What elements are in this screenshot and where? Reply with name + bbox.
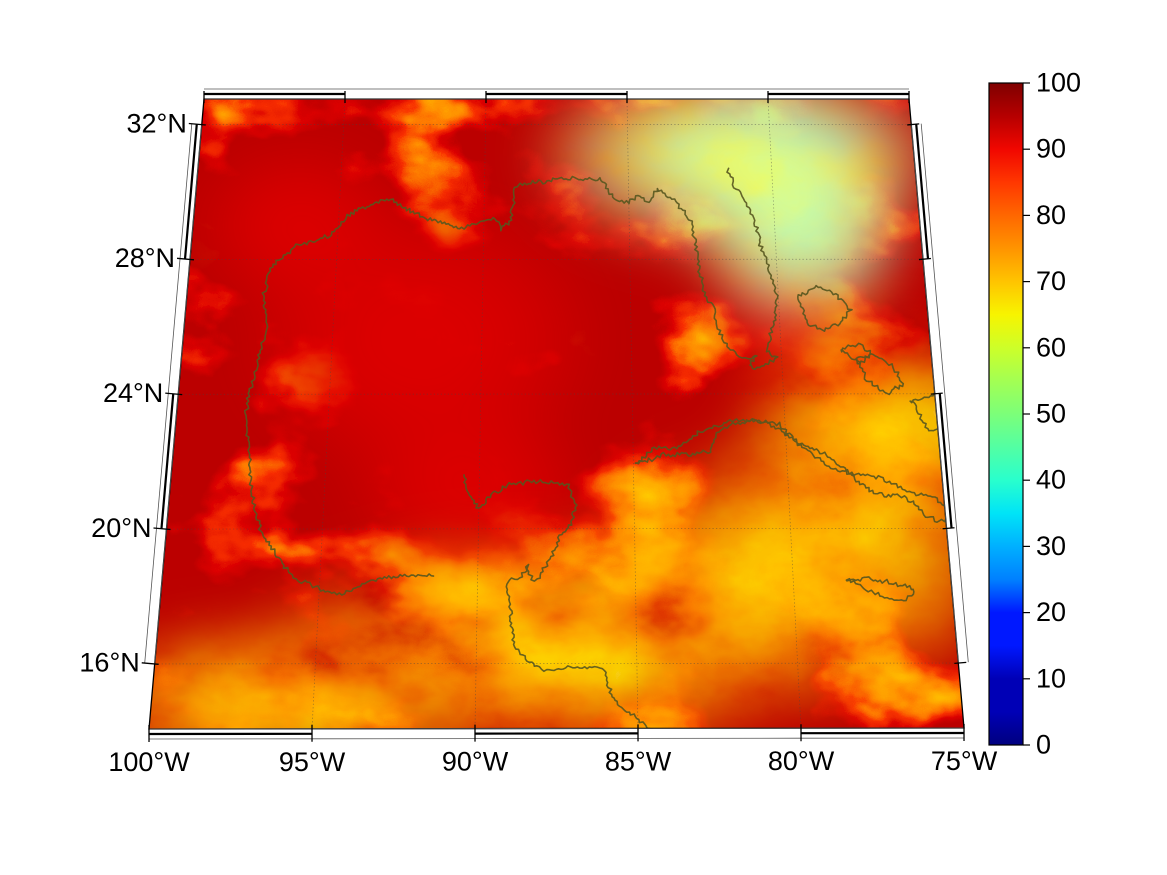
svg-text:100: 100 (1036, 68, 1081, 98)
svg-text:95°W: 95°W (279, 747, 346, 777)
svg-text:40: 40 (1036, 465, 1066, 495)
svg-text:90: 90 (1036, 134, 1066, 164)
svg-text:70: 70 (1036, 266, 1066, 296)
svg-text:24°N: 24°N (103, 378, 163, 408)
svg-text:90°W: 90°W (442, 747, 509, 777)
svg-text:16°N: 16°N (79, 648, 139, 678)
svg-text:30: 30 (1036, 531, 1066, 561)
svg-text:20°N: 20°N (91, 513, 151, 543)
svg-text:85°W: 85°W (605, 746, 672, 776)
svg-text:80: 80 (1036, 200, 1066, 230)
svg-text:28°N: 28°N (115, 243, 175, 273)
svg-text:0: 0 (1036, 730, 1051, 760)
svg-text:50: 50 (1036, 399, 1066, 429)
svg-text:60: 60 (1036, 332, 1066, 362)
svg-text:75°W: 75°W (931, 746, 998, 776)
svg-text:10: 10 (1036, 663, 1066, 693)
svg-text:20: 20 (1036, 597, 1066, 627)
svg-text:32°N: 32°N (126, 108, 186, 138)
svg-text:100°W: 100°W (108, 747, 190, 777)
svg-text:80°W: 80°W (768, 746, 835, 776)
